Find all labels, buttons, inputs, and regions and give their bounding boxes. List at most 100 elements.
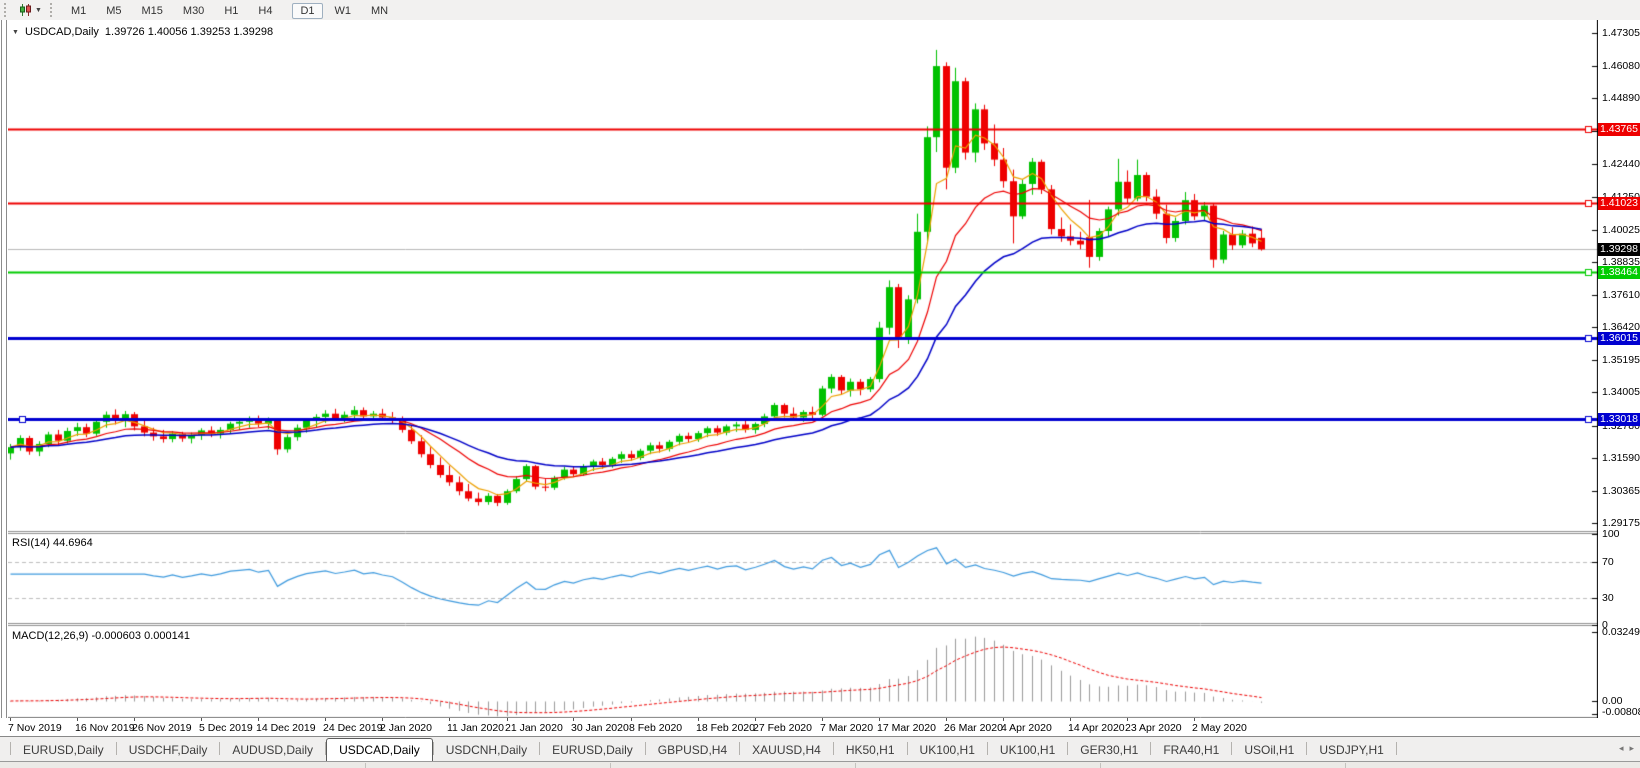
date-axis-tick xyxy=(134,718,135,721)
chart-tab-usdcad-daily[interactable]: USDCAD,Daily xyxy=(326,738,433,763)
chart-type-button[interactable]: ▼ xyxy=(15,2,46,18)
chart-tab-bar: EURUSD,Daily USDCHF,Daily AUDUSD,Daily USDC… xyxy=(0,736,1640,763)
date-axis-label: 27 Feb 2020 xyxy=(753,722,812,734)
rsi-axis-tick-label: 100 xyxy=(1602,528,1620,540)
date-axis-label: 2 May 2020 xyxy=(1192,722,1247,734)
price-axis-tick-label: 1.46080 xyxy=(1602,60,1640,72)
tab-separator xyxy=(1395,742,1397,755)
chart-ohlc-values: 1.39726 1.40056 1.39253 1.39298 xyxy=(104,26,274,38)
hline-price-badge: 1.43765 xyxy=(1598,123,1640,136)
tab-separator xyxy=(906,742,908,755)
date-axis-tick xyxy=(1003,718,1004,721)
chart-tab-ger30-h1[interactable]: GER30,H1 xyxy=(1080,743,1139,757)
date-axis-label: 16 Nov 2019 xyxy=(75,722,135,734)
chart-dropdown-icon[interactable]: ▼ xyxy=(12,28,19,36)
tab-separator xyxy=(986,742,988,755)
tab-separator xyxy=(1150,742,1152,755)
date-axis-label: 30 Jan 2020 xyxy=(571,722,629,734)
chart-tab-uk100-h1[interactable]: UK100,H1 xyxy=(919,743,975,757)
tab-scroll-left-icon[interactable]: ◂ xyxy=(1618,743,1624,753)
window-frame-line xyxy=(1,20,2,718)
hline-price-badge: 1.36015 xyxy=(1598,332,1640,345)
chart-tab-uk100-h1[interactable]: UK100,H1 xyxy=(999,743,1056,757)
chart-tab-fra40-h1[interactable]: FRA40,H1 xyxy=(1163,743,1220,757)
macd-axis-tick-label: 0.032493 xyxy=(1602,626,1640,638)
candlestick-chart-icon xyxy=(20,4,31,16)
price-chart-canvas[interactable] xyxy=(8,20,1598,718)
date-axis-tick xyxy=(449,718,450,721)
timeframe-button-h4[interactable]: H4 xyxy=(258,5,273,17)
tab-separator xyxy=(539,742,541,755)
timeframe-button-mn[interactable]: MN xyxy=(371,5,389,17)
toolbar-grip[interactable] xyxy=(49,3,57,17)
chart-tab-usdjpy-h1[interactable]: USDJPY,H1 xyxy=(1319,743,1384,757)
tab-separator xyxy=(325,742,327,755)
date-axis-label: 11 Jan 2020 xyxy=(447,722,505,734)
macd-axis-tick-label: 0.00 xyxy=(1602,695,1623,707)
tab-separator xyxy=(432,742,434,755)
chart-tab-hk50-h1[interactable]: HK50,H1 xyxy=(845,743,895,757)
tab-scroll-right-icon[interactable]: ▸ xyxy=(1629,743,1634,753)
date-axis-label: 7 Nov 2019 xyxy=(8,722,62,734)
date-axis-tick xyxy=(258,718,259,721)
toolbar-grip[interactable] xyxy=(4,3,11,17)
date-axis-tick xyxy=(822,718,823,721)
status-bar-separator xyxy=(610,763,611,768)
status-bar-separator xyxy=(855,763,856,768)
price-axis-tick-label: 1.36420 xyxy=(1602,321,1640,333)
price-axis-tick-label: 1.42440 xyxy=(1602,158,1640,170)
chart-symbol-label: USDCAD,Daily xyxy=(24,26,99,38)
hline-price-badge: 1.33018 xyxy=(1598,413,1640,426)
price-axis-tick-label: 1.37610 xyxy=(1602,289,1640,301)
date-axis-tick xyxy=(755,718,756,721)
tab-separator xyxy=(1067,742,1069,755)
status-bar-separator xyxy=(1100,763,1101,768)
timeframe-button-m5[interactable]: M5 xyxy=(106,5,122,17)
timeframe-button-m15[interactable]: M15 xyxy=(141,5,163,17)
chart-tab-xauusd-h4[interactable]: XAUUSD,H4 xyxy=(752,743,821,757)
chart-tab-eurusd-daily[interactable]: EURUSD,Daily xyxy=(23,743,104,757)
chart-tab-usoil-h1[interactable]: USOil,H1 xyxy=(1244,743,1295,757)
chart-tab-gbpusd-h4[interactable]: GBPUSD,H4 xyxy=(657,743,728,757)
hline-price-badge: 1.41023 xyxy=(1598,197,1640,210)
chart-tab-usdcnh-daily[interactable]: USDCNH,Daily xyxy=(445,743,528,757)
chart-tab-usdchf-daily[interactable]: USDCHF,Daily xyxy=(128,743,208,757)
tab-separator xyxy=(10,742,11,755)
price-axis-tick-label: 1.47305 xyxy=(1602,27,1640,39)
chart-tab-audusd-daily[interactable]: AUDUSD,Daily xyxy=(232,743,314,757)
date-axis-tick xyxy=(879,718,880,721)
status-bar xyxy=(0,761,1640,768)
tab-separator xyxy=(739,742,741,755)
timeframe-button-d1[interactable]: D1 xyxy=(292,3,323,19)
timeframe-button-m1[interactable]: M1 xyxy=(70,5,87,17)
date-axis-tick xyxy=(1194,718,1195,721)
price-axis-tick-label: 1.38835 xyxy=(1602,256,1640,268)
date-axis-label: 8 Feb 2020 xyxy=(629,722,683,734)
price-axis-tick-label: 1.35195 xyxy=(1602,354,1640,366)
rsi-axis-tick-label: 30 xyxy=(1602,592,1614,604)
date-axis-label: 2 Jan 2020 xyxy=(380,722,432,734)
date-axis-label: 24 Dec 2019 xyxy=(323,722,383,734)
date-axis-tick xyxy=(77,718,78,721)
window-frame-line xyxy=(6,20,7,718)
timeframe-button-h1[interactable]: H1 xyxy=(224,5,239,17)
date-axis-label: 14 Apr 2020 xyxy=(1068,722,1125,734)
date-axis-label: 5 Dec 2019 xyxy=(199,722,253,734)
timeframe-button-w1[interactable]: W1 xyxy=(334,5,352,17)
timeframe-button-m30[interactable]: M30 xyxy=(182,5,205,17)
timeframe-toolbar: ▼ M1 M5 M15 M30 H1 H4 D1 W1 MN xyxy=(0,0,1640,21)
price-axis-tick-label: 1.40025 xyxy=(1602,224,1640,236)
tab-separator xyxy=(644,742,646,755)
date-axis-label: 21 Jan 2020 xyxy=(505,722,563,734)
macd-indicator-label: MACD(12,26,9) -0.000603 0.000141 xyxy=(12,630,190,642)
date-axis-tick xyxy=(201,718,202,721)
status-bar-separator xyxy=(365,763,366,768)
date-axis-tick xyxy=(631,718,632,721)
price-axis-tick-label: 1.34005 xyxy=(1602,386,1640,398)
tab-separator xyxy=(832,742,834,755)
date-axis-label: 26 Nov 2019 xyxy=(132,722,192,734)
chart-tab-eurusd-daily[interactable]: EURUSD,Daily xyxy=(552,743,633,757)
rsi-axis-tick-label: 0 xyxy=(1602,619,1608,631)
chart-title: ▼ USDCAD,Daily 1.39726 1.40056 1.39253 1… xyxy=(12,26,273,38)
chart-window: ▼ USDCAD,Daily 1.39726 1.40056 1.39253 1… xyxy=(0,20,1640,736)
